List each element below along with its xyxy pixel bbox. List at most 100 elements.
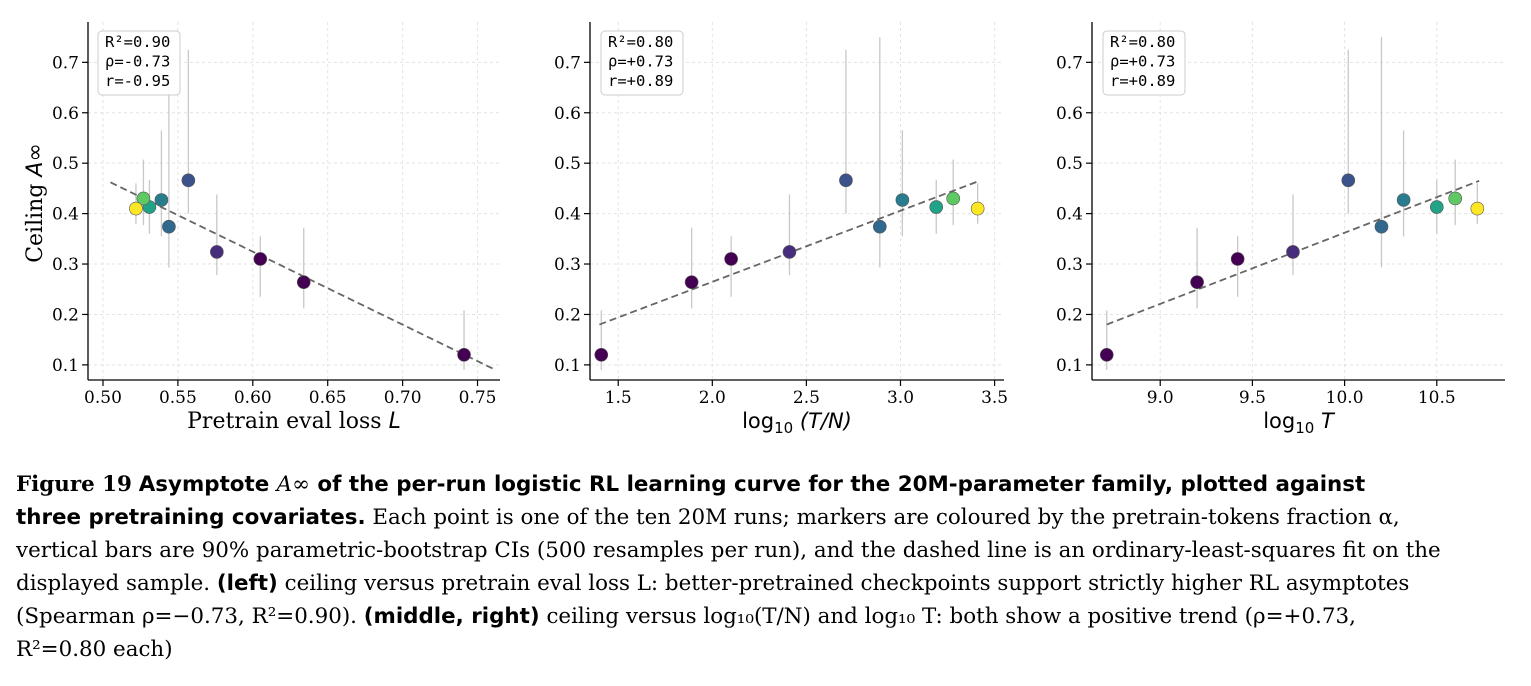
data-point (970, 201, 985, 216)
x-tick-label: 0.75 (459, 388, 497, 408)
caption-title-b: of the per-run logistic RL learning curv… (309, 472, 1366, 497)
data-point (1230, 252, 1245, 266)
y-tick-label: 0.5 (1056, 154, 1083, 174)
y-tick-label: 0.3 (554, 255, 581, 275)
y-tick-label: 0.4 (1056, 205, 1083, 225)
data-point (1286, 245, 1300, 259)
y-tick-label: 0.2 (1056, 305, 1083, 325)
caption-title-a: Asymptote (138, 472, 277, 497)
caption-left-label: (left) (216, 571, 278, 596)
x-axis-label: log10 T (1263, 409, 1336, 437)
x-tick-label: 3.5 (981, 388, 1008, 408)
data-point (181, 173, 196, 188)
caption-title-symbol: A∞ (276, 472, 310, 497)
data-point (684, 275, 699, 289)
caption-line-4: displayed sample. (left) ceiling versus … (16, 567, 1516, 600)
x-tick-label: 1.5 (605, 388, 632, 408)
y-tick-label: 0.5 (52, 154, 79, 174)
y-tick-label: 0.5 (554, 154, 581, 174)
y-tick-label: 0.1 (52, 356, 79, 376)
y-axis-label: Ceiling A∞ (23, 143, 48, 263)
data-point (1429, 200, 1444, 214)
data-point (1374, 219, 1389, 234)
data-point (946, 191, 960, 206)
x-tick-label: 10.5 (1418, 388, 1456, 408)
chart-panel-2: 0.1 0.2 0.3 0.4 0.5 0.6 0.7 1.5 2.0 2.5 3.0 3.5 R²=0… (554, 22, 1008, 437)
x-tick-label: 2.5 (793, 388, 820, 408)
stats-box (600, 30, 684, 96)
y-tick-label: 0.4 (554, 205, 581, 225)
caption-line-2: three pretraining covariates. Each point… (16, 501, 1516, 534)
x-tick-label: 0.60 (234, 388, 272, 408)
data-point (457, 347, 471, 362)
data-point (210, 245, 224, 259)
caption-middle-right-label: (middle, right) (363, 604, 540, 629)
y-tick-label: 0.6 (554, 104, 581, 124)
x-tick-label: 3.0 (887, 388, 914, 408)
caption-line-6: R²=0.80 each) (16, 637, 173, 662)
caption-line4-b: ceiling versus pretrain eval loss L: bet… (284, 571, 1410, 596)
data-point (1190, 275, 1204, 289)
data-point (1099, 347, 1114, 362)
stats-text: ρ=-0.73 (105, 53, 170, 71)
stats-box (97, 30, 181, 96)
x-axis-label: log10 (T/N) (742, 409, 852, 437)
data-point (1396, 193, 1411, 207)
data-point (129, 201, 143, 216)
stats-box (1102, 30, 1186, 96)
data-point (162, 219, 176, 234)
data-point (724, 252, 738, 266)
data-point (839, 173, 853, 188)
x-tick-label: 0.70 (384, 388, 422, 408)
x-tick-label: 9.0 (1147, 388, 1174, 408)
y-tick-label: 0.6 (52, 104, 79, 124)
y-tick-label: 0.3 (1056, 255, 1083, 275)
y-tick-label: 0.1 (1056, 356, 1083, 376)
data-point (253, 252, 268, 266)
stats-text: r=-0.95 (105, 72, 170, 90)
y-tick-label: 0.7 (554, 53, 581, 73)
x-tick-label: 10.0 (1326, 388, 1364, 408)
caption-line5-a: (Spearman ρ=−0.73, R²=0.90). (16, 604, 357, 629)
caption-title-line2: three pretraining covariates. (16, 505, 366, 530)
stats-text: r=+0.89 (1110, 72, 1175, 90)
stats-text: R²=0.80 (1110, 33, 1175, 51)
caption-line4-a: displayed sample. (16, 571, 211, 596)
chart-panel-1: 0.1 0.2 0.3 0.4 0.5 0.6 0.7 0.50 0.55 0.60 0.65 0.7… (23, 22, 500, 434)
x-tick-label: 0.55 (159, 388, 197, 408)
caption-line5-b: ceiling versus log₁₀(T/N) and log₁₀ T: b… (546, 604, 1356, 629)
data-point (594, 347, 609, 362)
stats-text: R²=0.90 (105, 33, 170, 51)
y-tick-label: 0.7 (52, 53, 79, 73)
figure-panels: 0.1 0.2 0.3 0.4 0.5 0.6 0.7 0.50 0.55 0.60 0.65 0.7… (23, 22, 1505, 437)
y-tick-label: 0.6 (1056, 104, 1083, 124)
stats-text: ρ=+0.73 (1110, 53, 1175, 71)
data-point (872, 219, 887, 234)
y-tick-label: 0.2 (52, 305, 79, 325)
y-tick-label: 0.1 (554, 356, 581, 376)
x-tick-label: 0.50 (84, 388, 122, 408)
figure-caption: Figure 19 Asymptote A∞ of the per-run lo… (16, 468, 1516, 666)
data-point (296, 275, 311, 289)
y-tick-label: 0.4 (52, 205, 79, 225)
caption-line-3: vertical bars are 90% parametric-bootstr… (16, 538, 1441, 563)
y-tick-label: 0.7 (1056, 53, 1083, 73)
data-point (1341, 173, 1356, 188)
stats-text: ρ=+0.73 (608, 53, 673, 71)
y-tick-label: 0.3 (52, 255, 79, 275)
x-axis-label: Pretrain eval loss L (187, 409, 401, 434)
x-tick-label: 9.5 (1239, 388, 1266, 408)
y-tick-label: 0.2 (554, 305, 581, 325)
data-point (154, 193, 169, 207)
chart-panel-3: 0.1 0.2 0.3 0.4 0.5 0.6 0.7 9.0 9.5 10.0 10.5 R²=0.… (1056, 22, 1505, 437)
data-point (136, 191, 151, 206)
data-point (782, 245, 797, 259)
caption-line2-rest: Each point is one of the ten 20M runs; m… (365, 505, 1400, 530)
data-point (929, 200, 944, 214)
stats-text: R²=0.80 (608, 33, 673, 51)
data-point (895, 193, 910, 207)
caption-line-5: (Spearman ρ=−0.73, R²=0.90). (middle, ri… (16, 600, 1516, 633)
x-tick-label: 0.65 (309, 388, 347, 408)
data-point (1448, 191, 1463, 206)
stats-text: r=+0.89 (608, 72, 673, 90)
